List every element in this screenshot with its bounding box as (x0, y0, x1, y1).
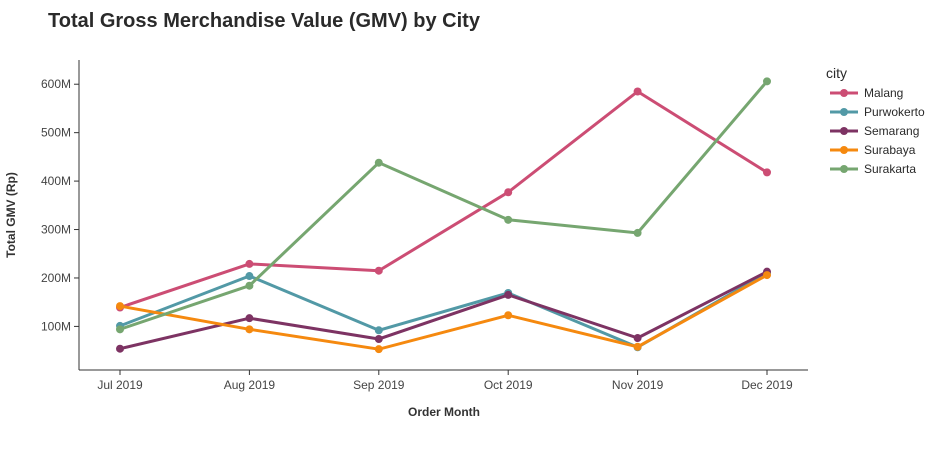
series-line-malang (118, 90, 769, 309)
legend-title: city (826, 65, 847, 81)
data-point-malang (245, 259, 254, 268)
data-point-semarang (116, 344, 124, 353)
data-point-surabaya (245, 325, 254, 334)
y-tick-label: 600M (41, 77, 71, 91)
y-tick-label: 300M (41, 223, 71, 237)
legend-label-surabaya: Surabaya (864, 143, 916, 157)
data-point-semarang (633, 334, 642, 343)
data-point-semarang (504, 290, 513, 299)
data-point-semarang (374, 335, 383, 343)
data-point-surabaya (116, 302, 124, 311)
y-axis-title: Total GMV (Rp) (4, 172, 18, 258)
legend: city Malang Purwokerto Semarang Surabaya Sur… (826, 65, 925, 176)
data-point-surabaya (763, 271, 771, 280)
data-point-malang (633, 87, 642, 96)
chart-title: Total Gross Merchandise Value (GMV) by C… (48, 10, 480, 32)
legend-label-malang: Malang (864, 86, 903, 100)
legend-swatch-marker-semarang (840, 127, 848, 135)
legend-label-surakarta: Surakarta (864, 162, 916, 176)
x-tick-label: Oct 2019 (484, 378, 533, 392)
data-point-surabaya (374, 345, 383, 354)
y-ticks: 100M 200M 300M 400M 500M 600M (41, 77, 79, 333)
data-point-surakarta (504, 215, 513, 224)
x-tick-label: Jul 2019 (97, 378, 143, 392)
data-point-malang (504, 188, 513, 197)
series-group (116, 77, 771, 354)
x-tick-label: Nov 2019 (612, 378, 664, 392)
legend-label-semarang: Semarang (864, 124, 919, 138)
y-tick-label: 400M (41, 174, 71, 188)
data-point-malang (763, 168, 771, 177)
data-point-purwokerto (374, 326, 383, 335)
data-point-surakarta (763, 77, 771, 86)
data-point-purwokerto (245, 272, 254, 281)
series-line-surabaya (118, 273, 769, 351)
series-line-purwokerto (118, 271, 769, 349)
y-tick-label: 500M (41, 126, 71, 140)
data-point-surakarta (245, 281, 254, 290)
x-tick-label: Aug 2019 (224, 378, 276, 392)
data-point-surabaya (504, 311, 513, 320)
series-line-surakarta (118, 79, 769, 331)
x-tick-label: Dec 2019 (741, 378, 793, 392)
y-tick-label: 100M (41, 319, 71, 333)
legend-swatch-marker-surabaya (840, 146, 848, 154)
data-point-surakarta (633, 228, 642, 237)
legend-swatch-marker-surakarta (840, 165, 848, 173)
data-point-malang (374, 266, 383, 275)
axes (78, 60, 808, 371)
y-tick-label: 200M (41, 271, 71, 285)
x-axis-title: Order Month (408, 405, 480, 419)
legend-label-purwokerto: Purwokerto (864, 105, 925, 119)
data-point-surakarta (374, 158, 383, 167)
x-ticks: Jul 2019 Aug 2019 Sep 2019 Oct 2019 Nov 2019… (97, 370, 793, 392)
data-point-semarang (245, 314, 254, 323)
legend-swatch-marker-malang (840, 89, 848, 97)
legend-swatch-marker-purwokerto (840, 108, 848, 116)
data-point-surakarta (116, 325, 124, 334)
series-line-semarang (118, 270, 769, 351)
x-tick-label: Sep 2019 (353, 378, 405, 392)
data-point-surabaya (633, 342, 642, 351)
